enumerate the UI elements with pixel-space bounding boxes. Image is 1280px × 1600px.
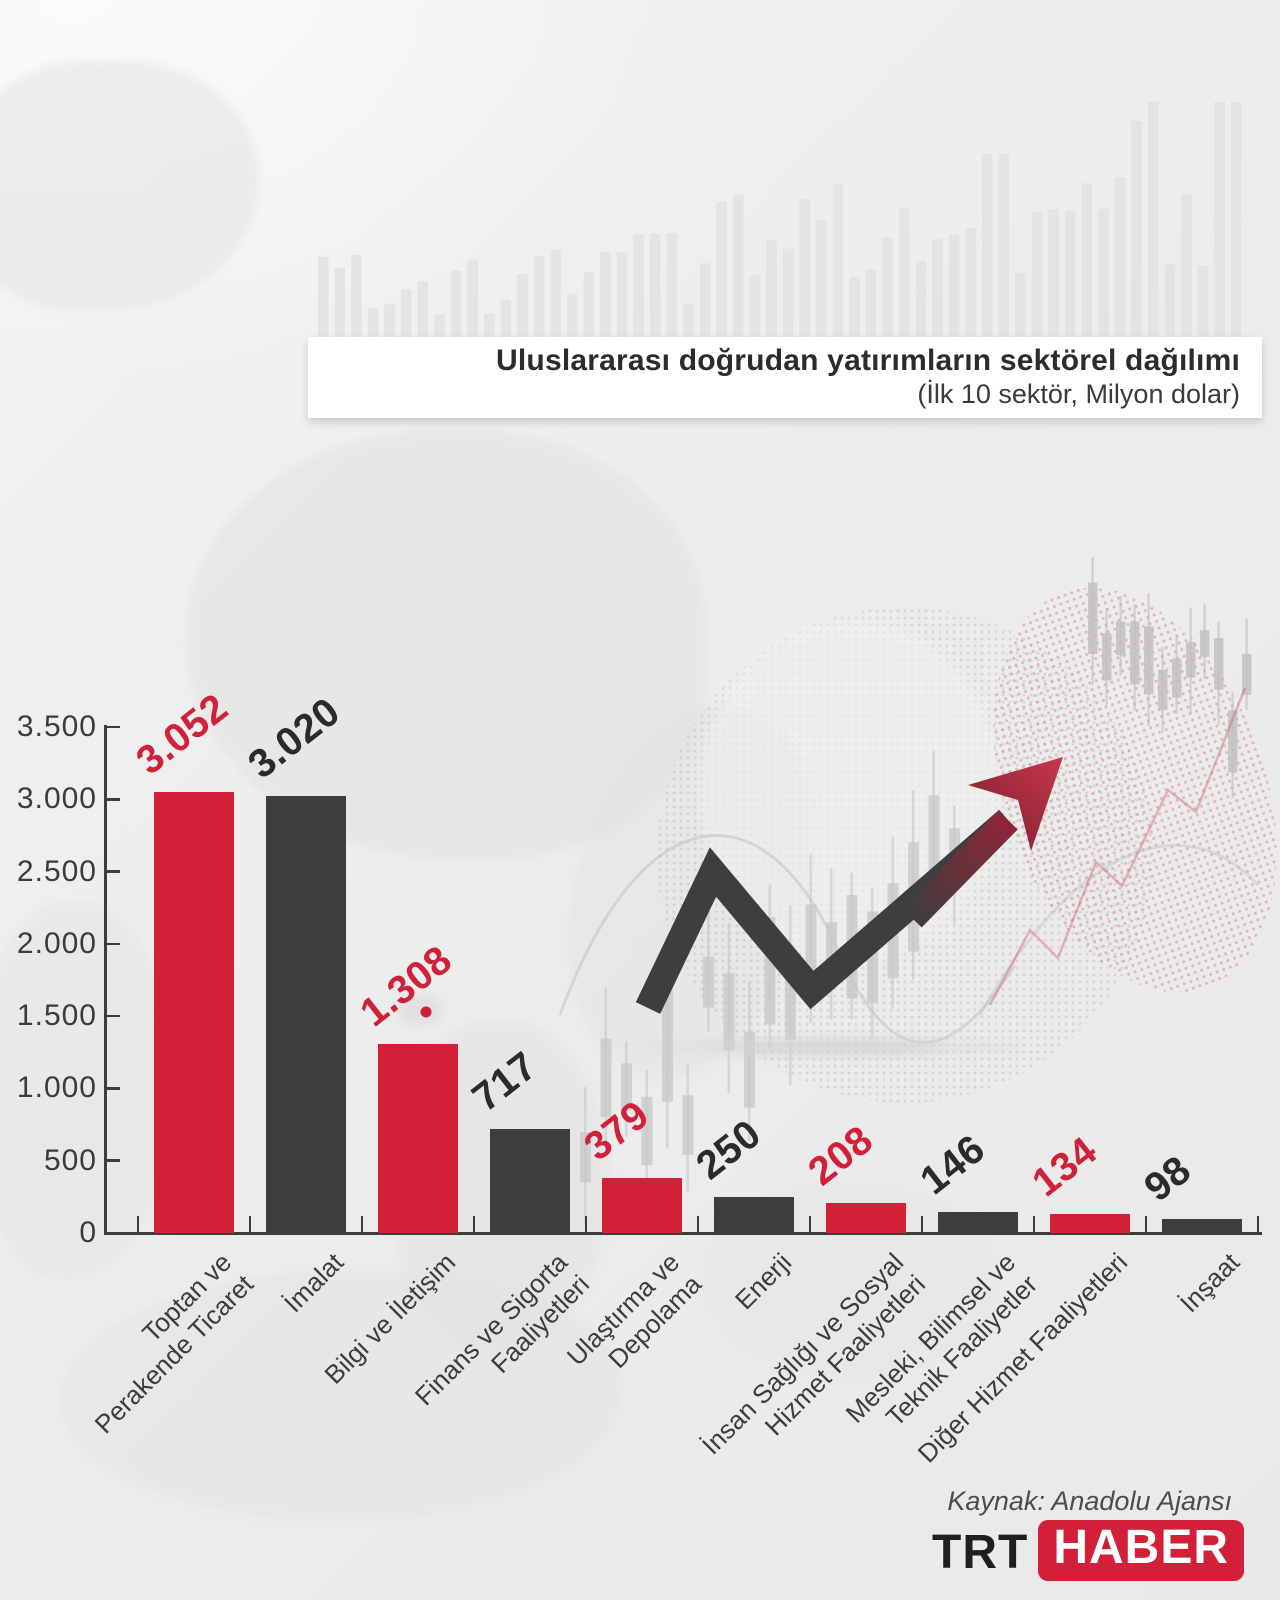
x-tick [696,1216,700,1232]
y-tick-label: 1.000 [16,1071,97,1105]
bar-value-label: 208 [800,1117,882,1195]
y-tick-label: 3.000 [16,782,97,816]
bar [154,791,234,1233]
bar-value-label: 1.308 [352,937,461,1036]
logo-haber-badge: HABER [1038,1520,1244,1581]
x-tick [136,1216,140,1232]
bar [266,796,346,1233]
y-tick [105,942,120,946]
bar-value-label: 717 [464,1043,546,1121]
bar [1162,1218,1242,1233]
bar-value-label: 146 [912,1126,994,1204]
bar-value-label: 3.052 [128,685,237,783]
x-tick [1032,1216,1036,1232]
y-tick-label: 0 [79,1216,97,1249]
x-tick [584,1216,588,1232]
y-tick [105,1014,120,1018]
x-tick [808,1216,812,1232]
y-tick [105,1087,120,1090]
bar-value-label: 134 [1024,1128,1106,1205]
x-tick [920,1216,924,1232]
page-title: Uluslararası doğrudan yatırımların sektö… [496,344,1240,377]
y-tick-label: 3.500 [16,710,97,743]
bar-value-label: 379 [576,1092,658,1170]
y-tick-label: 500 [43,1143,97,1177]
bar [602,1178,682,1233]
y-tick [105,798,120,801]
title-box: Uluslararası doğrudan yatırımların sektö… [308,337,1262,418]
y-tick [105,1159,120,1162]
x-axis-line [103,1231,1262,1235]
y-tick [105,725,120,729]
source-credit: Kaynak: Anadolu Ajansı [947,1486,1232,1516]
trt-haber-logo: TRT HABER [932,1520,1244,1581]
x-tick [248,1216,252,1232]
bar [490,1129,570,1233]
page-subtitle: (İlk 10 sektör, Milyon dolar) [917,379,1240,409]
map-blob-asia [185,430,705,860]
y-tick-label: 2.500 [16,854,97,888]
map-blob-india [0,900,175,1280]
x-tick [360,1216,364,1232]
y-tick [105,870,120,873]
bar [714,1196,794,1233]
bar [938,1211,1018,1233]
y-tick-label: 2.000 [16,926,97,960]
bar [1050,1213,1130,1233]
bar [378,1043,458,1233]
map-blob-world-topleft [0,60,260,310]
map-blob-indonesia [60,1270,620,1520]
bar [826,1202,906,1233]
bar-value-label: 98 [1136,1147,1200,1211]
bar-value-label: 250 [688,1111,770,1189]
x-tick [472,1216,476,1232]
x-tick [1144,1216,1148,1232]
y-axis-line [103,725,107,1235]
logo-trt-text: TRT [932,1525,1029,1579]
bar-value-label: 3.020 [240,689,349,788]
x-tick [1256,1216,1260,1232]
y-tick-label: 1.500 [16,999,97,1033]
